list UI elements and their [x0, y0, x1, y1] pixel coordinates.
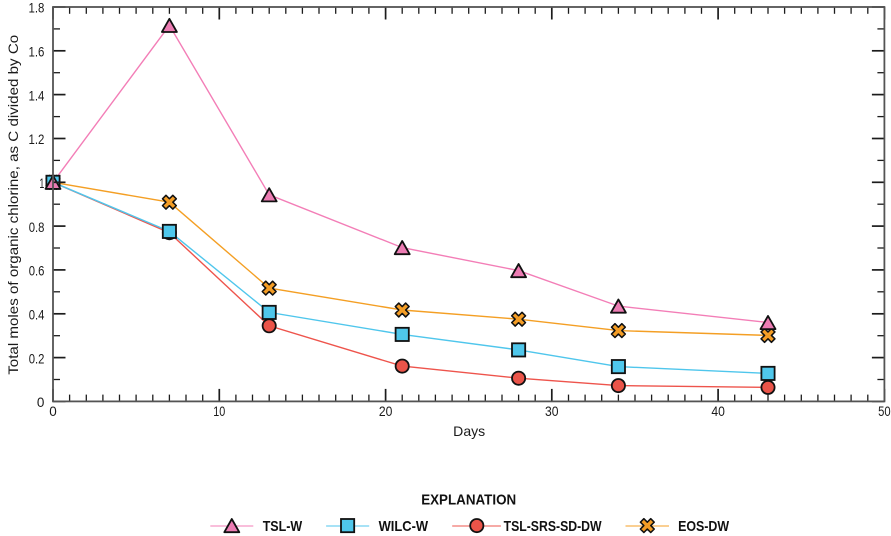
- svg-text:0: 0: [49, 403, 57, 419]
- svg-text:10: 10: [213, 403, 225, 419]
- svg-text:EOS-DW: EOS-DW: [678, 518, 730, 535]
- svg-text:0.2: 0.2: [29, 350, 45, 366]
- svg-text:50: 50: [878, 403, 891, 419]
- svg-text:WILC-W: WILC-W: [379, 518, 429, 535]
- svg-text:TSL-SRS-SD-DW: TSL-SRS-SD-DW: [504, 518, 603, 535]
- svg-text:EXPLANATION: EXPLANATION: [421, 492, 516, 509]
- svg-text:1.6: 1.6: [29, 44, 45, 60]
- svg-text:1.2: 1.2: [29, 131, 45, 147]
- svg-text:0.4: 0.4: [29, 307, 45, 323]
- svg-text:1.4: 1.4: [29, 87, 45, 103]
- svg-text:0: 0: [37, 394, 45, 410]
- svg-text:TSL-W: TSL-W: [263, 518, 303, 535]
- svg-text:1: 1: [39, 175, 44, 191]
- svg-text:1.8: 1.8: [29, 0, 45, 16]
- svg-text:0.8: 0.8: [29, 219, 45, 235]
- svg-text:20: 20: [379, 403, 393, 419]
- svg-text:30: 30: [545, 403, 559, 419]
- svg-text:40: 40: [711, 403, 725, 419]
- svg-text:Days: Days: [453, 423, 485, 439]
- svg-text:0.6: 0.6: [29, 263, 45, 279]
- svg-text:Total moles of organic chlorin: Total moles of organic chlorine, as C di…: [5, 35, 21, 375]
